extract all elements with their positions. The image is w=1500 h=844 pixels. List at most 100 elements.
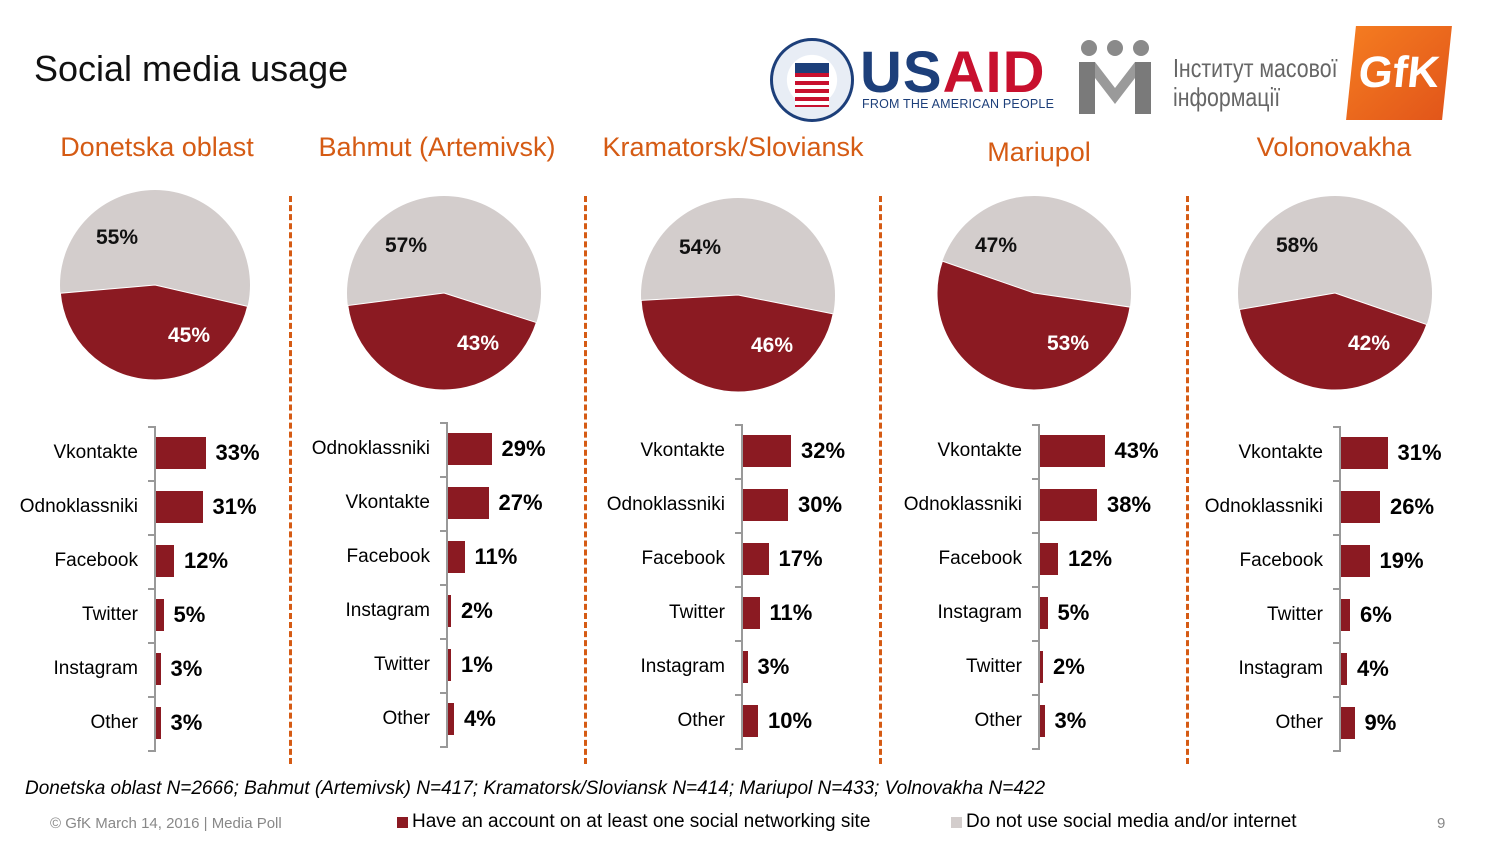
bar-odnoklassniki: [1040, 489, 1097, 521]
bar-value-odnoklassniki: 29%: [501, 436, 546, 461]
bar-value-other: 9%: [1364, 710, 1397, 735]
bar-label-instagram: Instagram: [345, 600, 430, 621]
imi-line1: Інститут масової: [1173, 53, 1338, 83]
legend-label-has-account: Have an account on at least one social n…: [412, 811, 871, 832]
bar-label-instagram: Instagram: [53, 658, 138, 679]
bar-value-twitter: 11%: [769, 600, 813, 625]
bar-label-other: Other: [90, 712, 138, 733]
bar-vkontakte: [1040, 435, 1105, 467]
bar-value-instagram: 3%: [757, 654, 790, 679]
bar-axis-tick: [148, 696, 154, 698]
bar-instagram: [448, 595, 451, 627]
logo-bar: USAID FROM THE AMERICAN PEOPLE Інститут …: [770, 24, 1470, 124]
bar-axis-tick: [1333, 426, 1339, 428]
bar-label-odnoklassniki: Odnoklassniki: [311, 438, 430, 459]
bar-twitter: [743, 597, 760, 629]
imi-logo-icon: [1079, 40, 1151, 114]
bar-value-odnoklassniki: 30%: [798, 492, 843, 517]
bar-value-odnoklassniki: 26%: [1390, 494, 1435, 519]
pie-label-no-social: 55%: [95, 226, 139, 249]
region-title-kramatorsk-sloviansk: Kramatorsk/Sloviansk: [602, 132, 864, 162]
legend-swatch-has-account: [397, 816, 408, 828]
panel-divider-4: [1186, 196, 1189, 764]
region-title-bahmut-artemivsk: Bahmut (Artemivsk): [318, 132, 556, 162]
imi-line2: інформації: [1173, 82, 1281, 112]
bar-value-other: 3%: [1054, 708, 1087, 733]
bar-axis-tick: [1032, 748, 1038, 750]
bar-label-twitter: Twitter: [966, 656, 1022, 677]
bar-label-odnoklassniki: Odnoklassniki: [19, 496, 138, 517]
bar-axis-tick: [1032, 640, 1038, 642]
legend-swatch-no-social: [951, 816, 962, 828]
bar-label-vkontakte: Vkontakte: [640, 440, 726, 461]
pie-label-no-social: 57%: [384, 234, 428, 257]
bar-label-twitter: Twitter: [669, 602, 725, 623]
bar-instagram: [743, 651, 748, 683]
bar-odnoklassniki: [1341, 491, 1380, 523]
pie-slice-has-account: [936, 260, 1131, 391]
bar-value-vkontakte: 43%: [1114, 438, 1159, 463]
pie-chart-mariupol: [936, 196, 1131, 391]
bar-label-other: Other: [382, 708, 430, 729]
bar-value-facebook: 19%: [1379, 548, 1424, 573]
pie-label-has-account: 43%: [456, 332, 500, 355]
bar-axis-tick: [440, 692, 446, 694]
bar-label-vkontakte: Vkontakte: [345, 492, 431, 513]
bar-axis-tick: [735, 424, 741, 426]
bar-twitter: [1341, 599, 1350, 631]
bar-label-other: Other: [1275, 712, 1323, 733]
bar-label-odnoklassniki: Odnoklassniki: [903, 494, 1022, 515]
page-title: Social media usage: [34, 48, 349, 89]
bar-axis-tick: [1333, 642, 1339, 644]
pie-chart-bahmut-artemivsk: [347, 196, 541, 391]
bar-value-facebook: 17%: [778, 546, 823, 571]
bar-label-facebook: Facebook: [641, 548, 725, 569]
bar-twitter: [1040, 651, 1043, 683]
bar-axis-tick: [440, 530, 446, 532]
bar-axis-tick: [148, 480, 154, 482]
usaid-seal-icon: [770, 38, 854, 122]
gfk-logo: GfK: [1346, 26, 1452, 120]
bar-label-instagram: Instagram: [640, 656, 725, 677]
legend-has-account: Have an account on at least one social n…: [397, 811, 870, 833]
bar-label-facebook: Facebook: [54, 550, 138, 571]
bar-label-instagram: Instagram: [1238, 658, 1323, 679]
bar-facebook: [1341, 545, 1370, 577]
pie-slice-has-account: [640, 294, 834, 393]
bar-axis-tick: [1032, 532, 1038, 534]
panel-divider-3: [879, 196, 882, 764]
bar-vkontakte: [448, 487, 489, 519]
bar-axis-tick: [148, 642, 154, 644]
bar-odnoklassniki: [156, 491, 203, 523]
usaid-tagline: FROM THE AMERICAN PEOPLE: [862, 97, 1055, 111]
panel-divider-2: [584, 196, 587, 764]
legend-label-no-social: Do not use social media and/or internet: [966, 811, 1297, 832]
pie-chart-donetska-oblast: [59, 190, 250, 381]
imi-logo-text: Інститут масової інформації: [1173, 54, 1338, 112]
bar-other: [1341, 707, 1355, 739]
bar-axis-tick: [440, 746, 446, 748]
bar-label-vkontakte: Vkontakte: [53, 442, 139, 463]
region-title-volonovakha: Volonovakha: [1256, 132, 1412, 162]
pie-label-no-social: 54%: [678, 236, 722, 259]
bar-value-vkontakte: 33%: [215, 440, 260, 465]
page-number: 9: [1437, 815, 1446, 832]
usaid-logo-us: US: [860, 40, 943, 105]
bar-axis-volonovakha: [1339, 426, 1341, 752]
bar-label-other: Other: [677, 710, 725, 731]
bar-label-facebook: Facebook: [1239, 550, 1323, 571]
bar-axis-tick: [148, 426, 154, 428]
bar-other: [1040, 705, 1045, 737]
legend-no-social: Do not use social media and/or internet: [951, 811, 1297, 833]
bar-value-facebook: 11%: [474, 544, 518, 569]
bar-vkontakte: [1341, 437, 1388, 469]
pie-chart-kramatorsk-sloviansk: [640, 198, 835, 393]
bar-label-odnoklassniki: Odnoklassniki: [1204, 496, 1323, 517]
bar-facebook: [743, 543, 769, 575]
panel-divider-1: [289, 196, 292, 764]
bar-facebook: [1040, 543, 1058, 575]
bar-axis-tick: [440, 584, 446, 586]
bar-value-instagram: 2%: [461, 598, 493, 623]
bar-axis-tick: [735, 694, 741, 696]
region-title-mariupol: Mariupol: [987, 137, 1091, 167]
